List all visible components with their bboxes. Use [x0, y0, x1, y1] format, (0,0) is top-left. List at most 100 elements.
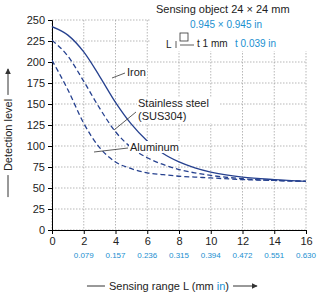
- annotation-bg: [150, 1, 328, 51]
- tick-label: 12: [237, 235, 249, 247]
- x-tick: 8: [176, 230, 182, 247]
- tick-mark: [48, 209, 52, 210]
- tick-mark: [48, 188, 52, 189]
- y-tick: 250: [27, 14, 52, 26]
- annotation-text: L: [166, 39, 172, 50]
- annotation-text: t 1 mm: [197, 38, 228, 49]
- y-tick: 100: [27, 140, 52, 152]
- series-label: Aluminum: [130, 141, 179, 153]
- y-tick: 175: [27, 77, 52, 89]
- label-bg: [137, 97, 219, 123]
- axis-arrow-tail: [8, 175, 9, 197]
- series-labels: Iron Stainless steel(SUS304) Aluminum: [94, 66, 219, 153]
- tick-label: 2: [81, 235, 87, 247]
- tick-label: 10: [205, 235, 217, 247]
- y-tick: 125: [27, 119, 52, 131]
- tick-label: 25: [33, 203, 45, 215]
- x-tick: 0: [49, 230, 55, 247]
- grid-line: [147, 20, 148, 230]
- tick-label: 8: [176, 235, 182, 247]
- tick-mark: [48, 62, 52, 63]
- y-tick: 25: [33, 203, 52, 215]
- tick-label: 75: [33, 161, 45, 173]
- y-tick: 75: [33, 161, 52, 173]
- y-tick: 200: [27, 56, 52, 68]
- tick-label: 0.551: [264, 251, 285, 260]
- annotation-text: 0.945 × 0.945 in: [190, 19, 262, 30]
- tick-label: 250: [27, 14, 45, 26]
- x-tick: 4: [113, 230, 119, 247]
- grid: [52, 20, 306, 230]
- tick-label: 50: [33, 182, 45, 194]
- x-axis-title: Sensing range L (mm in): [109, 280, 229, 292]
- x-axis-title-part: in: [214, 280, 226, 292]
- grid-line: [274, 20, 275, 230]
- x-tick: 12: [237, 230, 249, 247]
- tick-label: 100: [27, 140, 45, 152]
- x-tick: 10: [205, 230, 217, 247]
- sensor-sketch: [180, 33, 188, 41]
- tick-mark: [48, 167, 52, 168]
- axis-arrow: [8, 69, 9, 95]
- tick-label: 6: [145, 235, 151, 247]
- tick-mark: [48, 125, 52, 126]
- annotation-text: Sensing object 24 × 24 mm: [156, 3, 290, 15]
- annotation-text: t 0.039 in: [235, 38, 276, 49]
- tick-label: 150: [27, 98, 45, 110]
- x-axis: 0 2 4 6 8 10 12 14 16: [49, 230, 312, 247]
- dimension-line: [176, 41, 177, 48]
- series-line: [52, 40, 306, 181]
- leader-line: [112, 73, 125, 78]
- x-tick: 6: [145, 230, 151, 247]
- annotation: Sensing object 24 × 24 mm 0.945 × 0.945 i…: [150, 1, 328, 51]
- tick-mark: [48, 104, 52, 105]
- x-axis-title-part: ): [225, 280, 229, 292]
- x-tick: 14: [269, 230, 281, 247]
- grid-line: [179, 20, 180, 230]
- tick-mark: [48, 146, 52, 147]
- tick-label: 125: [27, 119, 45, 131]
- tick-mark: [306, 230, 307, 234]
- y-tick: 225: [27, 35, 52, 47]
- tick-mark: [179, 230, 180, 234]
- tick-label: 0.157: [105, 251, 126, 260]
- y-axis-title: Detection level: [2, 99, 14, 171]
- tick-mark: [48, 20, 52, 21]
- tick-mark: [211, 230, 212, 234]
- label-bg: [126, 66, 147, 78]
- label-bg: [129, 141, 180, 153]
- tick-label: 0.630: [296, 251, 317, 260]
- y-tick: 150: [27, 98, 52, 110]
- tick-mark: [48, 41, 52, 42]
- leader-line: [114, 112, 136, 130]
- x-axis-title-part: Sensing range L (mm: [109, 280, 214, 292]
- tick-label: 0: [49, 235, 55, 247]
- tick-label: 14: [269, 235, 281, 247]
- tick-mark: [116, 230, 117, 234]
- object-line: [180, 45, 194, 46]
- tick-mark: [243, 230, 244, 234]
- tick-mark: [274, 230, 275, 234]
- axis-line: [53, 231, 307, 235]
- tick-label: 0: [39, 224, 45, 236]
- grid-line: [115, 20, 116, 230]
- tick-label: 0.394: [201, 251, 222, 260]
- grid-line: [242, 20, 243, 230]
- tick-label: 16: [300, 235, 312, 247]
- tick-label: 0.079: [74, 251, 95, 260]
- series-label: Stainless steel(SUS304): [138, 97, 209, 122]
- tick-mark: [52, 230, 53, 234]
- series-label: Iron: [127, 66, 146, 78]
- x-tick: 2: [81, 230, 87, 247]
- tick-label: 175: [27, 77, 45, 89]
- tick-label: 0.472: [232, 251, 253, 260]
- chart: 0 25 50 75 100 125 150 175 200 225 250 0 2 4 6 8 10 12 14 1…: [0, 0, 330, 300]
- tick-mark: [48, 230, 52, 231]
- tick-label: 4: [113, 235, 119, 247]
- grid-line: [306, 20, 307, 230]
- tick-mark: [147, 230, 148, 234]
- tick-label: 0.315: [169, 251, 190, 260]
- tick-label: 0.236: [137, 251, 158, 260]
- leader-line: [94, 148, 128, 152]
- axis-line: [48, 21, 53, 231]
